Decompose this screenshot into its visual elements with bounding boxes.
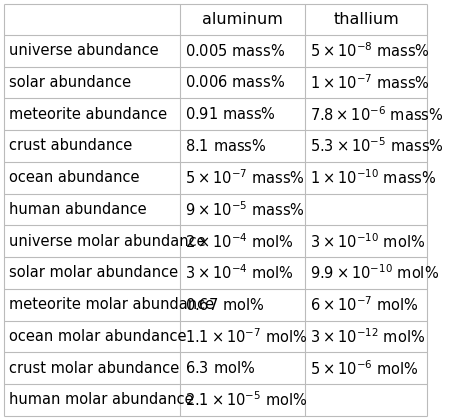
- Text: $6.3\ \mathrm{mol\%}$: $6.3\ \mathrm{mol\%}$: [185, 360, 255, 376]
- Text: $1.1\times10^{-7}\ \mathrm{mol\%}$: $1.1\times10^{-7}\ \mathrm{mol\%}$: [185, 327, 307, 346]
- Text: $3\times10^{-4}\ \mathrm{mol\%}$: $3\times10^{-4}\ \mathrm{mol\%}$: [185, 264, 293, 282]
- Text: aluminum: aluminum: [201, 12, 282, 27]
- Text: $5.3\times10^{-5}\ \mathrm{mass\%}$: $5.3\times10^{-5}\ \mathrm{mass\%}$: [309, 136, 443, 155]
- Text: $9\times10^{-5}\ \mathrm{mass\%}$: $9\times10^{-5}\ \mathrm{mass\%}$: [185, 200, 304, 219]
- Text: solar molar abundance: solar molar abundance: [9, 265, 178, 281]
- Text: universe molar abundance: universe molar abundance: [9, 234, 206, 249]
- Text: $7.8\times10^{-6}\ \mathrm{mass\%}$: $7.8\times10^{-6}\ \mathrm{mass\%}$: [309, 105, 442, 123]
- Text: human abundance: human abundance: [9, 202, 147, 217]
- Text: crust abundance: crust abundance: [9, 139, 132, 153]
- Text: $6\times10^{-7}\ \mathrm{mol\%}$: $6\times10^{-7}\ \mathrm{mol\%}$: [309, 295, 418, 314]
- Text: $8.1\ \mathrm{mass\%}$: $8.1\ \mathrm{mass\%}$: [185, 138, 266, 154]
- Text: meteorite molar abundance: meteorite molar abundance: [9, 297, 214, 312]
- Text: meteorite abundance: meteorite abundance: [9, 107, 167, 122]
- Text: ocean abundance: ocean abundance: [9, 170, 140, 185]
- Text: $5\times10^{-7}\ \mathrm{mass\%}$: $5\times10^{-7}\ \mathrm{mass\%}$: [185, 168, 304, 187]
- Text: $9.9\times10^{-10}\ \mathrm{mol\%}$: $9.9\times10^{-10}\ \mathrm{mol\%}$: [309, 264, 438, 282]
- Text: solar abundance: solar abundance: [9, 75, 131, 90]
- Text: crust molar abundance: crust molar abundance: [9, 361, 179, 375]
- Text: $1\times10^{-10}\ \mathrm{mass\%}$: $1\times10^{-10}\ \mathrm{mass\%}$: [309, 168, 435, 187]
- Text: $0.005\ \mathrm{mass\%}$: $0.005\ \mathrm{mass\%}$: [185, 43, 285, 59]
- Text: $1\times10^{-7}\ \mathrm{mass\%}$: $1\times10^{-7}\ \mathrm{mass\%}$: [309, 73, 429, 92]
- Text: $0.91\ \mathrm{mass\%}$: $0.91\ \mathrm{mass\%}$: [185, 106, 275, 122]
- Text: $0.67\ \mathrm{mol\%}$: $0.67\ \mathrm{mol\%}$: [185, 297, 264, 313]
- Text: $2\times10^{-4}\ \mathrm{mol\%}$: $2\times10^{-4}\ \mathrm{mol\%}$: [185, 232, 293, 251]
- Text: universe abundance: universe abundance: [9, 43, 159, 58]
- Text: $2.1\times10^{-5}\ \mathrm{mol\%}$: $2.1\times10^{-5}\ \mathrm{mol\%}$: [185, 391, 307, 409]
- Text: thallium: thallium: [332, 12, 398, 27]
- Text: ocean molar abundance: ocean molar abundance: [9, 329, 187, 344]
- Text: $3\times10^{-10}\ \mathrm{mol\%}$: $3\times10^{-10}\ \mathrm{mol\%}$: [309, 232, 424, 251]
- Text: $0.006\ \mathrm{mass\%}$: $0.006\ \mathrm{mass\%}$: [185, 74, 285, 90]
- Text: $5\times10^{-6}\ \mathrm{mol\%}$: $5\times10^{-6}\ \mathrm{mol\%}$: [309, 359, 418, 378]
- Text: human molar abundance: human molar abundance: [9, 392, 194, 407]
- Text: $3\times10^{-12}\ \mathrm{mol\%}$: $3\times10^{-12}\ \mathrm{mol\%}$: [309, 327, 424, 346]
- Text: $5\times10^{-8}\ \mathrm{mass\%}$: $5\times10^{-8}\ \mathrm{mass\%}$: [309, 42, 429, 60]
